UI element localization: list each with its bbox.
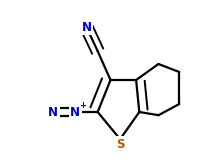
- Text: S: S: [116, 137, 124, 151]
- Text: N: N: [70, 105, 80, 119]
- Text: N: N: [48, 105, 58, 119]
- Text: N: N: [82, 21, 91, 34]
- Text: +: +: [79, 101, 86, 110]
